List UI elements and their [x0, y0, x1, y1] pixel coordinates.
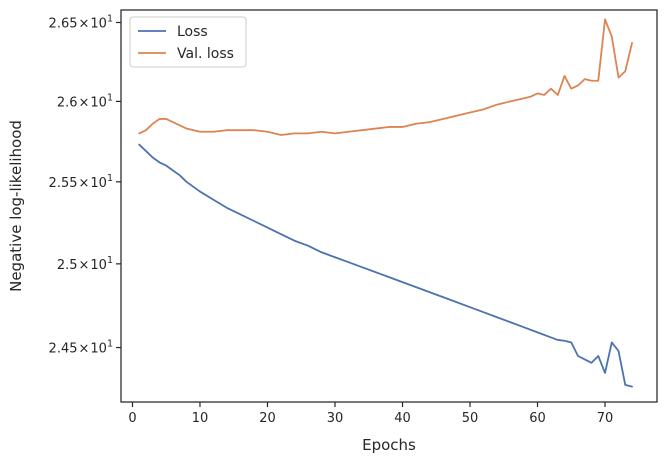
y-tick-exponent: 1	[107, 173, 113, 184]
x-axis: 0 10 20 30 40 50 60 70	[128, 402, 613, 426]
legend: Loss Val. loss	[129, 16, 247, 68]
x-tick-label: 30	[327, 411, 344, 426]
y-tick-label: 2.5×101	[57, 255, 113, 273]
y-tick-exponent: 1	[107, 13, 113, 24]
x-tick-label: 60	[529, 411, 546, 426]
y-tick-label: 2.55×101	[49, 173, 113, 191]
legend-label-val-loss: Val. loss	[177, 46, 234, 62]
series-line-loss	[138, 143, 633, 388]
y-tick-label: 2.65×101	[49, 13, 113, 31]
y-tick-times: ×	[79, 95, 90, 110]
y-tick-label: 2.6×101	[57, 92, 113, 110]
plot-content	[138, 18, 633, 388]
x-tick-label: 20	[259, 411, 276, 426]
y-tick-mantissa: 2.5	[57, 258, 78, 273]
y-tick-label: 2.45×101	[49, 339, 113, 357]
y-tick-exponent: 1	[107, 255, 113, 266]
x-tick-label: 10	[192, 411, 209, 426]
x-tick-label: 40	[394, 411, 411, 426]
y-tick-base: 10	[90, 95, 107, 110]
y-tick-times: ×	[79, 16, 90, 31]
y-tick-mantissa: 2.45	[49, 342, 78, 357]
x-axis-label: Epochs	[362, 436, 416, 454]
y-tick-base: 10	[90, 258, 107, 273]
legend-box	[129, 16, 247, 68]
legend-label-loss: Loss	[177, 24, 208, 40]
y-axis-label: Negative log-likelihood	[7, 120, 25, 292]
y-tick-times: ×	[79, 176, 90, 191]
y-tick-exponent: 1	[107, 339, 113, 350]
x-tick-label: 70	[597, 411, 614, 426]
y-tick-base: 10	[90, 342, 107, 357]
series-line-val-loss	[138, 18, 633, 136]
y-tick-base: 10	[90, 16, 107, 31]
plot-frame	[120, 9, 658, 403]
x-tick-label: 0	[128, 411, 136, 426]
y-tick-exponent: 1	[107, 92, 113, 103]
x-tick-label: 50	[462, 411, 479, 426]
y-tick-mantissa: 2.6	[57, 95, 78, 110]
y-tick-base: 10	[90, 176, 107, 191]
y-tick-times: ×	[79, 258, 90, 273]
y-tick-mantissa: 2.65	[49, 16, 78, 31]
y-tick-mantissa: 2.55	[49, 176, 78, 191]
y-tick-times: ×	[79, 342, 90, 357]
